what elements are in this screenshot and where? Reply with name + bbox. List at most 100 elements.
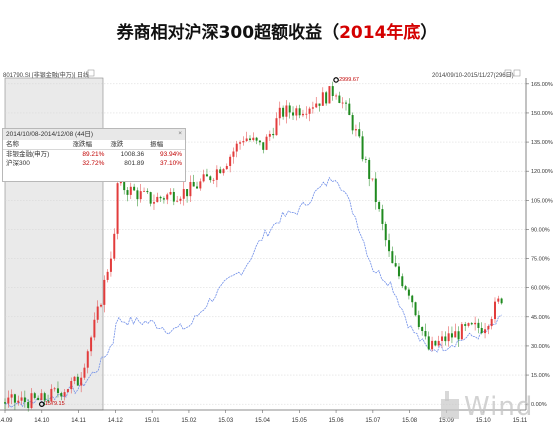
range-stats-popup[interactable]: 2014/10/08-2014/12/08 (44日) × 名称 涨跌幅 涨跌 振… bbox=[2, 128, 186, 182]
candle-body bbox=[90, 337, 93, 352]
candle-body bbox=[421, 326, 424, 332]
candle-body bbox=[331, 86, 334, 96]
candle-body bbox=[126, 190, 129, 195]
candle-body bbox=[308, 108, 311, 114]
col-amp: 振幅 bbox=[150, 141, 164, 148]
candle-body bbox=[295, 108, 298, 116]
y-tick-label: 45.00% bbox=[531, 315, 550, 321]
candle-body bbox=[467, 323, 470, 326]
candle-body bbox=[222, 169, 225, 174]
candle-body bbox=[7, 397, 10, 404]
candle-body bbox=[143, 190, 146, 192]
y-axis: 0.00% 15.00% 30.00% 45.00% 60.00% 75.00% 90.00… bbox=[526, 82, 553, 408]
candle-body bbox=[275, 118, 278, 136]
candle-body bbox=[129, 186, 132, 195]
x-tick-label: 14.12 bbox=[108, 418, 124, 424]
candle-body bbox=[17, 400, 20, 403]
candle-body bbox=[441, 336, 444, 341]
candle-body bbox=[209, 176, 212, 181]
candle-body bbox=[391, 251, 394, 264]
candle-body bbox=[43, 393, 46, 401]
candle-body bbox=[288, 105, 291, 113]
candle-body bbox=[182, 189, 185, 199]
x-tick-label: 15.01 bbox=[145, 418, 161, 424]
candle-body bbox=[30, 393, 33, 408]
candle-body bbox=[229, 156, 232, 166]
chart-title: 券商相对沪深300超额收益（2014年底） bbox=[116, 23, 438, 43]
candle-body bbox=[437, 340, 440, 346]
table-row: 沪深300 32.72% 801.89 37.10% bbox=[3, 159, 185, 168]
row-name: 沪深300 bbox=[6, 160, 30, 167]
candle-body bbox=[394, 263, 397, 267]
candle-body bbox=[186, 189, 189, 197]
candle-body bbox=[384, 223, 387, 241]
candle-body bbox=[265, 136, 268, 150]
candle-body bbox=[20, 397, 23, 401]
candle-body bbox=[40, 393, 43, 401]
candle-body bbox=[136, 190, 139, 200]
x-tick-label: 15.06 bbox=[329, 418, 345, 424]
candle-body bbox=[60, 393, 63, 397]
candle-body bbox=[37, 397, 40, 401]
toolbar-icons[interactable] bbox=[87, 69, 521, 77]
x-tick-label: 15.09 bbox=[439, 418, 455, 424]
candle-body bbox=[156, 196, 159, 203]
annotation-label: 1579.15 bbox=[45, 401, 65, 407]
candle-body bbox=[66, 389, 69, 393]
candle-body bbox=[106, 271, 109, 280]
candle-body bbox=[341, 102, 344, 104]
candle-body bbox=[139, 191, 142, 200]
candle-body bbox=[235, 143, 238, 152]
candle-body bbox=[460, 324, 463, 340]
candle-body bbox=[205, 174, 208, 177]
candle-body bbox=[411, 295, 414, 303]
candle-body bbox=[328, 86, 331, 104]
candle-body bbox=[103, 279, 106, 305]
candle-body bbox=[149, 192, 152, 204]
candle-body bbox=[199, 181, 202, 189]
candle-body bbox=[407, 289, 410, 296]
col-name: 名称 bbox=[6, 141, 19, 148]
candle-body bbox=[484, 329, 487, 334]
candle-body bbox=[109, 258, 112, 272]
candle-body bbox=[354, 129, 357, 131]
candle-body bbox=[325, 92, 328, 104]
candle-body bbox=[470, 323, 473, 325]
candle-body bbox=[192, 181, 195, 187]
security-label: 801790.SI [非银金融(申万)] 日线 bbox=[3, 73, 90, 79]
candle-body bbox=[397, 266, 400, 277]
candle-body bbox=[272, 133, 275, 136]
x-tick-label: 14.10 bbox=[34, 418, 50, 424]
candle-body bbox=[318, 103, 321, 106]
series-hs300-line bbox=[4, 176, 502, 408]
candle-body bbox=[196, 186, 199, 189]
candle-body bbox=[311, 107, 314, 109]
candle-body bbox=[219, 169, 222, 174]
candle-body bbox=[414, 302, 417, 316]
candle-body bbox=[348, 103, 351, 116]
candle-body bbox=[239, 142, 242, 144]
candle-body bbox=[454, 331, 457, 338]
candle-body bbox=[305, 113, 308, 115]
candle-body bbox=[50, 388, 53, 402]
candle-body bbox=[368, 159, 371, 179]
y-tick-label: 60.00% bbox=[531, 286, 550, 292]
candle-body bbox=[278, 107, 281, 119]
candle-body bbox=[212, 179, 215, 181]
candle-body bbox=[248, 138, 251, 141]
candle-body bbox=[444, 336, 447, 342]
candle-body bbox=[225, 165, 228, 170]
title-highlight: 2014年底 bbox=[339, 23, 421, 43]
candle-body bbox=[378, 202, 381, 210]
candle-body bbox=[364, 159, 367, 160]
candle-body bbox=[123, 178, 126, 191]
candle-body bbox=[159, 196, 162, 199]
x-tick-label: 15.07 bbox=[365, 418, 381, 424]
wind-logo-icon bbox=[441, 391, 459, 419]
plot-area bbox=[4, 81, 503, 412]
candle-body bbox=[480, 327, 483, 334]
close-icon[interactable]: × bbox=[178, 130, 182, 137]
row-amp: 37.10% bbox=[159, 160, 182, 167]
annotation-marker bbox=[333, 77, 339, 83]
chart-canvas[interactable]: 14.09 14.10 14.11 14.12 15.01 15.02 15.03 15.04… bbox=[0, 68, 554, 440]
